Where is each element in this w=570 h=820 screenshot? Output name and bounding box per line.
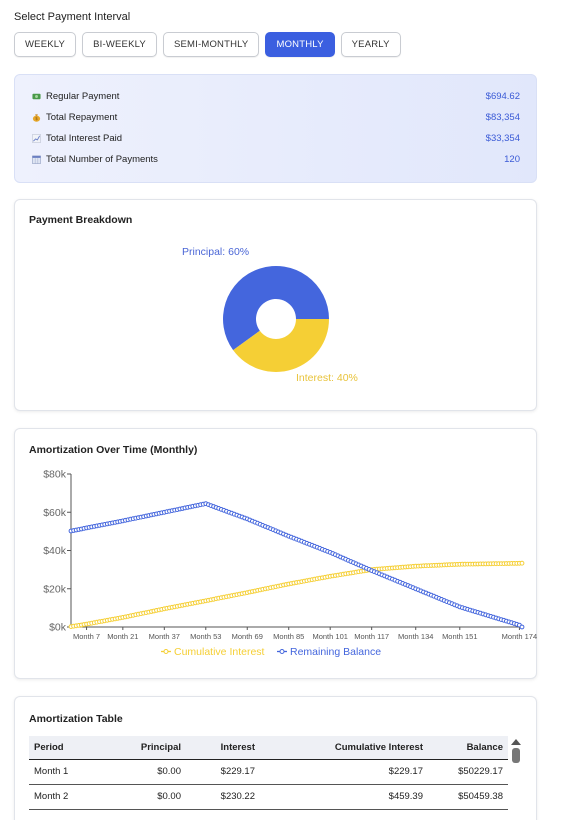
svg-text:$: $ <box>35 116 38 121</box>
cell-interest: $230.22 <box>186 784 260 810</box>
series-points-cumulative-interest <box>68 560 525 630</box>
x-tick-label: Month 37 <box>149 632 180 641</box>
col-interest: Interest <box>186 736 260 760</box>
table-row: Month 2 $0.00 $230.22 $459.39 $50459.38 <box>29 784 508 810</box>
summary-label: Total Repayment <box>46 112 118 123</box>
scrollbar-thumb[interactable] <box>512 748 520 763</box>
col-cumulative-interest: Cumulative Interest <box>260 736 428 760</box>
interval-title: Select Payment Interval <box>14 11 131 23</box>
table-header-row: Period Principal Interest Cumulative Int… <box>29 736 508 760</box>
interval-biweekly-button[interactable]: BI-WEEKLY <box>82 32 157 57</box>
cell-principal: $0.00 <box>109 759 186 785</box>
x-tick-label: Month 21 <box>107 632 138 641</box>
payment-breakdown-pie: Principal: 60% Interest: 40% <box>182 246 358 384</box>
scroll-up-arrow-icon[interactable] <box>511 739 521 745</box>
summary-value: $33,354 <box>485 133 520 144</box>
table-row: Month 1 $0.00 $229.17 $229.17 $50229.17 <box>29 759 508 785</box>
summary-value: $83,354 <box>485 112 520 123</box>
table-scrollbar[interactable] <box>511 736 521 820</box>
cell-balance: $50229.17 <box>428 759 508 785</box>
interval-monthly-button[interactable]: MONTHLY <box>265 32 335 57</box>
x-tick-label: Month 53 <box>190 632 221 641</box>
summary-label: Total Interest Paid <box>46 133 123 144</box>
cell-balance: $50459.38 <box>428 784 508 810</box>
legend-remaining-balance-dot <box>279 649 285 654</box>
y-tick-label: $40k <box>43 545 67 557</box>
interval-selector: WEEKLY BI-WEEKLY SEMI-MONTHLY MONTHLY YE… <box>14 32 401 57</box>
money-bag-icon: $ <box>32 114 41 122</box>
cell-principal: $0.00 <box>109 784 186 810</box>
col-balance: Balance <box>428 736 508 760</box>
amortization-line-chart: $0k $20k $40k $60k $80k Month 7 Month 21 Month … <box>43 469 537 659</box>
y-tick-label: $60k <box>43 507 67 519</box>
col-principal: Principal <box>109 736 186 760</box>
interval-weekly-button[interactable]: WEEKLY <box>14 32 77 57</box>
legend-cumulative-interest-dot <box>163 649 169 654</box>
summary-row-total-interest: Total Interest Paid $33,354 <box>32 128 520 149</box>
summary-value: $694.62 <box>485 91 520 102</box>
series-points-remaining-balance <box>68 501 525 630</box>
y-tick-label: $0k <box>49 622 67 634</box>
x-tick-label: Month 117 <box>354 632 389 641</box>
interest-label: Interest: 40% <box>296 372 358 384</box>
summary-row-total-repayment: $ Total Repayment $83,354 <box>32 107 520 128</box>
summary-row-number-of-payments: Total Number of Payments 120 <box>32 149 520 170</box>
principal-label: Principal: 60% <box>182 246 249 258</box>
col-period: Period <box>29 736 109 760</box>
interval-yearly-button[interactable]: YEARLY <box>340 32 401 57</box>
amortization-chart-card: Amortization Over Time (Monthly) $0k $20k… <box>14 428 537 679</box>
x-tick-label: Month 151 <box>442 632 477 641</box>
x-tick-label: Month 7 <box>73 632 100 641</box>
x-tick-label: Month 134 <box>398 632 433 641</box>
amortization-table-card: Amortization Table Period Principal Inte… <box>14 696 537 820</box>
legend-remaining-balance[interactable]: Remaining Balance <box>290 646 381 658</box>
payment-breakdown-title: Payment Breakdown <box>29 214 133 226</box>
summary-label: Regular Payment <box>46 91 120 102</box>
data-point[interactable] <box>519 560 525 566</box>
cell-period: Month 1 <box>29 759 109 785</box>
interval-semimonthly-button[interactable]: SEMI-MONTHLY <box>162 32 260 57</box>
amortization-table: Period Principal Interest Cumulative Int… <box>29 736 508 810</box>
x-tick-label: Month 101 <box>312 632 347 641</box>
cell-cumulative-interest: $229.17 <box>260 759 428 785</box>
summary-panel: Regular Payment $694.62 $ Total Repaymen… <box>14 74 537 183</box>
y-tick-label: $80k <box>43 469 67 481</box>
summary-label: Total Number of Payments <box>46 154 158 165</box>
y-tick-label: $20k <box>43 583 67 595</box>
pie-slice-principal[interactable] <box>223 266 329 351</box>
amortization-chart-title: Amortization Over Time (Monthly) <box>29 444 198 456</box>
chart-trend-icon <box>32 134 41 143</box>
summary-value: 120 <box>504 154 520 165</box>
pie-slice-interest[interactable] <box>233 319 329 372</box>
calendar-icon <box>32 155 41 164</box>
x-tick-label: Month 85 <box>273 632 304 641</box>
summary-row-regular-payment: Regular Payment $694.62 <box>32 86 520 107</box>
money-icon <box>32 93 41 100</box>
payment-breakdown-card: Payment Breakdown Principal: 60% Interes… <box>14 199 537 411</box>
series-line-cumulative-interest <box>70 562 523 628</box>
cell-cumulative-interest: $459.39 <box>260 784 428 810</box>
cell-interest: $229.17 <box>186 759 260 785</box>
data-point[interactable] <box>519 624 525 630</box>
x-tick-label: Month 174 <box>502 632 537 641</box>
amortization-table-title: Amortization Table <box>29 713 123 725</box>
legend-cumulative-interest[interactable]: Cumulative Interest <box>174 646 265 658</box>
cell-period: Month 2 <box>29 784 109 810</box>
x-tick-label: Month 69 <box>232 632 263 641</box>
